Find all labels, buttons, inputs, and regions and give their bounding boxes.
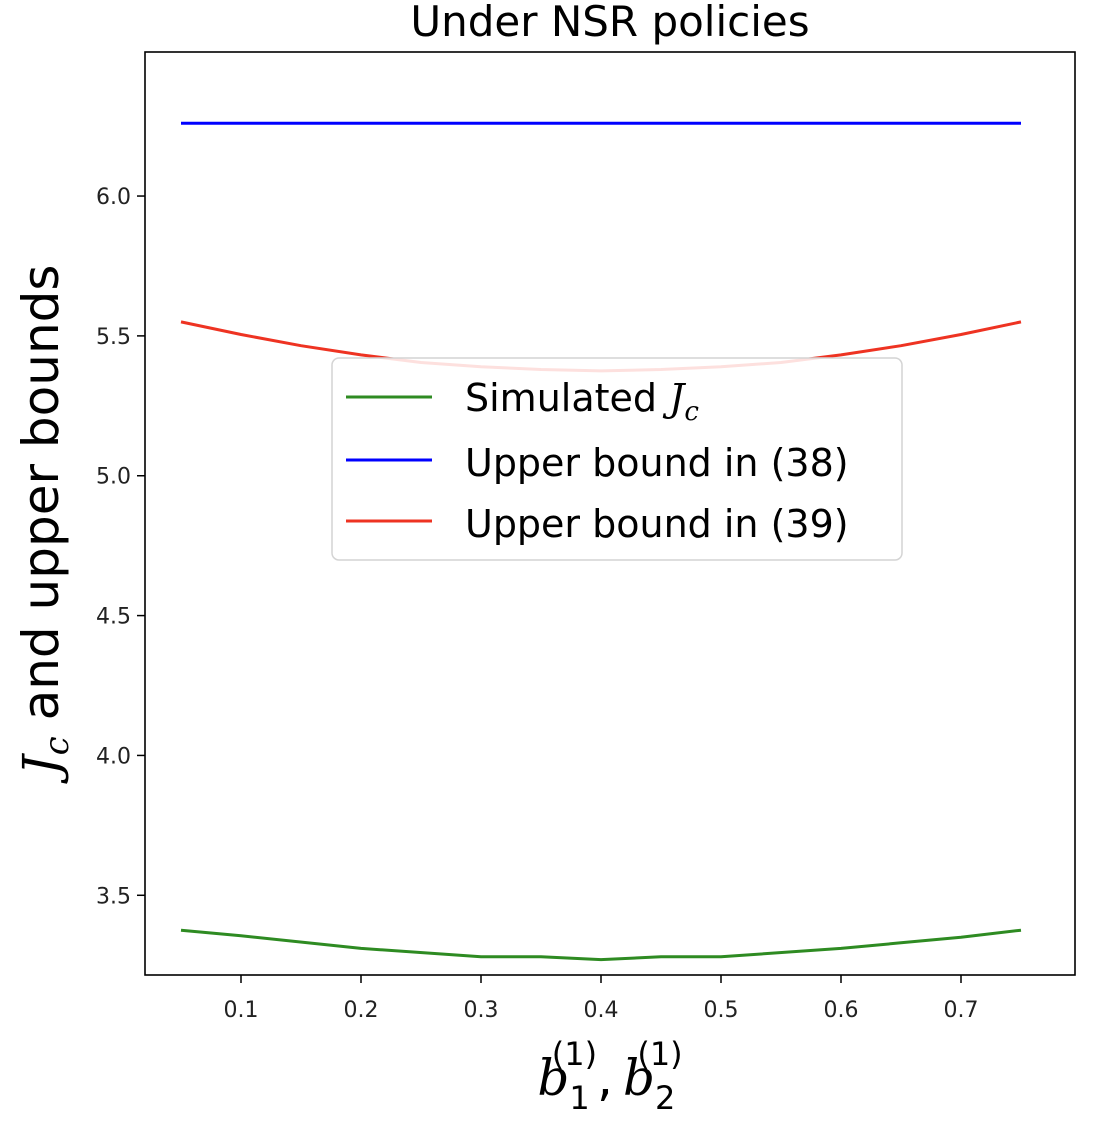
legend: Simulated Jc Upper bound in (38) Upper b… bbox=[331, 357, 903, 561]
y-tick-label: 5.0 bbox=[96, 465, 131, 490]
y-axis-label: Jc and upper bounds bbox=[12, 265, 77, 785]
legend-label-simulated: Simulated Jc bbox=[465, 376, 699, 427]
x-tick-label: 0.1 bbox=[224, 998, 259, 1023]
series-simulated-jc-line bbox=[180, 928, 1022, 962]
x-tick-label: 0.5 bbox=[704, 998, 739, 1023]
legend-label-bound-39: Upper bound in (39) bbox=[465, 502, 849, 546]
y-axis: 3.5 4.0 4.5 5.0 5.5 6.0 bbox=[96, 185, 145, 909]
x-tick-label: 0.3 bbox=[464, 998, 499, 1023]
x-axis: 0.1 0.2 0.3 0.4 0.5 0.6 0.7 bbox=[224, 975, 979, 1023]
legend-box bbox=[331, 357, 903, 561]
x-axis-label: b1(1), b2(1) bbox=[537, 1035, 682, 1117]
y-tick-label: 4.0 bbox=[96, 744, 131, 769]
legend-label-bound-38: Upper bound in (38) bbox=[465, 441, 849, 485]
y-tick-label: 4.5 bbox=[96, 605, 131, 630]
x-tick-label: 0.7 bbox=[944, 998, 979, 1023]
legend-entry-bound-38: Upper bound in (38) bbox=[346, 441, 849, 485]
y-tick-label: 5.5 bbox=[96, 325, 131, 350]
x-tick-label: 0.4 bbox=[584, 998, 619, 1023]
legend-entry-bound-39: Upper bound in (39) bbox=[346, 502, 849, 546]
x-tick-label: 0.2 bbox=[344, 998, 379, 1023]
y-tick-label: 6.0 bbox=[96, 185, 131, 210]
chart-title: Under NSR policies bbox=[410, 0, 809, 46]
legend-entry-simulated: Simulated Jc bbox=[346, 376, 699, 427]
y-tick-label: 3.5 bbox=[96, 884, 131, 909]
x-tick-label: 0.6 bbox=[824, 998, 859, 1023]
plot-frame bbox=[144, 51, 1076, 976]
